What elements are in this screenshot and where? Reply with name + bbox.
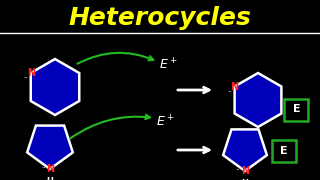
Polygon shape bbox=[235, 73, 281, 127]
FancyBboxPatch shape bbox=[272, 140, 296, 162]
Text: E: E bbox=[292, 105, 300, 114]
Text: ..: .. bbox=[23, 73, 28, 79]
Text: ..: .. bbox=[236, 165, 240, 171]
Text: E: E bbox=[280, 146, 288, 156]
Polygon shape bbox=[31, 59, 79, 115]
Text: Heterocycles: Heterocycles bbox=[68, 6, 252, 30]
Text: H: H bbox=[47, 177, 53, 180]
Text: ..: .. bbox=[41, 163, 45, 169]
Text: 2: 2 bbox=[272, 146, 276, 152]
Text: $E^+$: $E^+$ bbox=[156, 114, 174, 130]
Text: N: N bbox=[230, 82, 239, 91]
Text: 3: 3 bbox=[285, 102, 290, 109]
FancyArrowPatch shape bbox=[70, 115, 150, 138]
Text: N: N bbox=[241, 166, 249, 176]
Text: ..: .. bbox=[228, 87, 232, 93]
Polygon shape bbox=[223, 129, 267, 171]
Text: H: H bbox=[242, 179, 248, 180]
Text: $E^+$: $E^+$ bbox=[159, 57, 177, 73]
FancyArrowPatch shape bbox=[77, 53, 153, 64]
FancyBboxPatch shape bbox=[284, 98, 308, 120]
Polygon shape bbox=[27, 126, 73, 169]
Text: N: N bbox=[46, 164, 54, 174]
Text: N: N bbox=[27, 68, 35, 78]
